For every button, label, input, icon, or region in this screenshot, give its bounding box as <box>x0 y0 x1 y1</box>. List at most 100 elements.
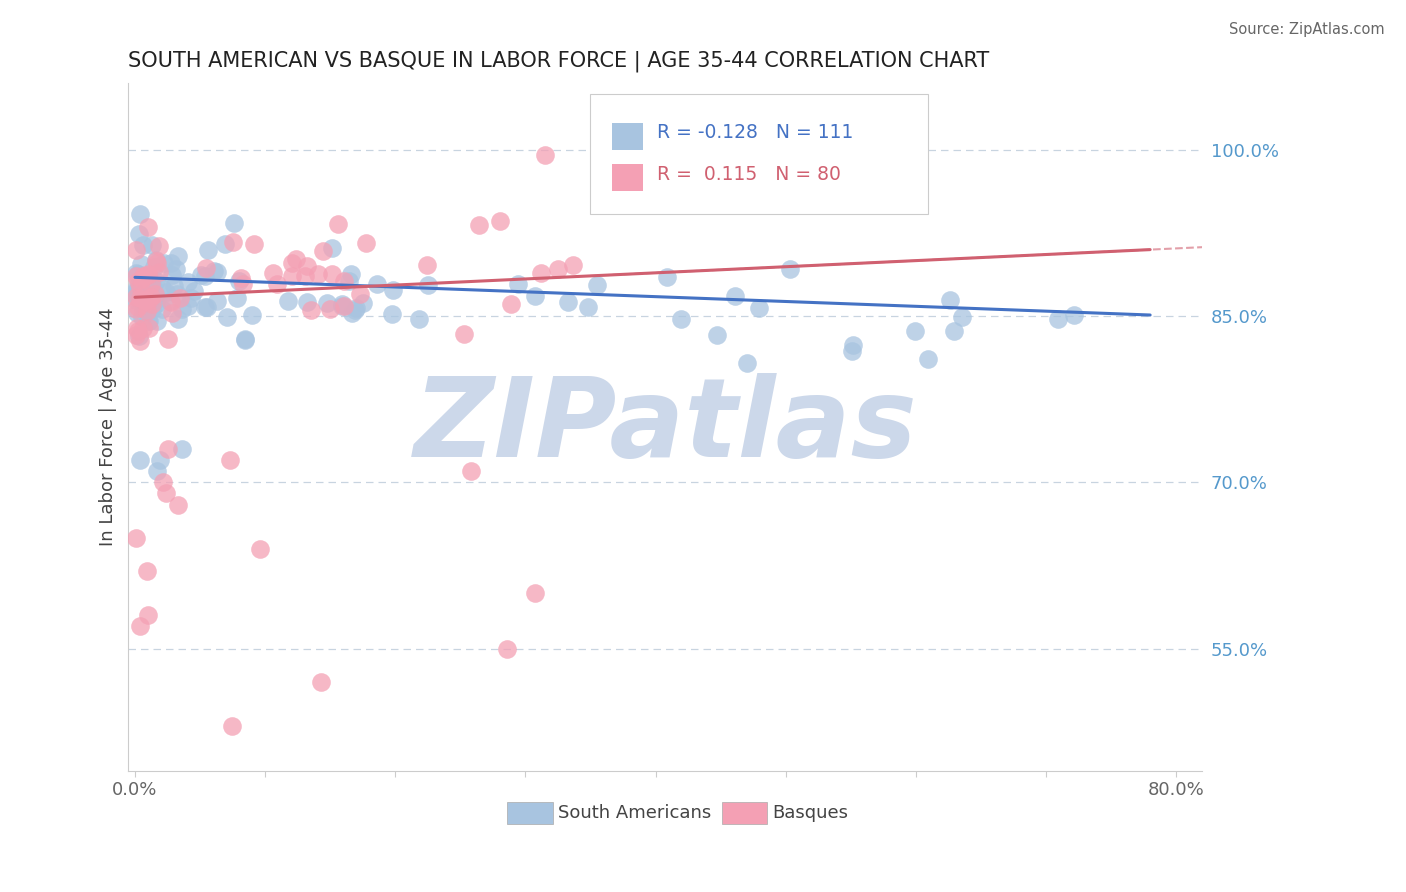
Point <box>127 282 149 296</box>
Point <box>495 641 517 656</box>
Point <box>332 299 354 313</box>
Point <box>408 312 430 326</box>
FancyBboxPatch shape <box>591 94 928 214</box>
Point <box>166 498 188 512</box>
Point <box>155 285 177 299</box>
Point <box>215 310 238 325</box>
Point <box>938 293 960 308</box>
Point <box>841 344 863 359</box>
Point <box>125 328 148 343</box>
Point <box>132 302 155 317</box>
FancyBboxPatch shape <box>612 164 643 191</box>
Point <box>177 299 200 313</box>
Point <box>706 327 728 342</box>
Point <box>262 266 284 280</box>
Point <box>132 287 155 301</box>
Point <box>135 271 157 285</box>
Point <box>326 217 349 231</box>
Point <box>146 464 169 478</box>
Point <box>381 307 404 321</box>
Point <box>249 541 271 556</box>
Point <box>281 256 304 270</box>
Point <box>917 352 939 367</box>
Point <box>125 293 148 307</box>
Point <box>170 301 193 316</box>
Point <box>141 301 163 316</box>
Point <box>529 266 551 280</box>
Point <box>284 252 307 266</box>
Point <box>366 277 388 291</box>
Point <box>125 290 148 304</box>
Point <box>138 278 160 293</box>
Point <box>128 207 150 221</box>
Point <box>125 301 148 316</box>
Point <box>125 531 148 545</box>
Point <box>453 327 475 342</box>
Point <box>167 311 190 326</box>
Point <box>226 291 249 305</box>
Point <box>138 321 160 335</box>
Point <box>166 286 188 301</box>
Point <box>228 273 250 287</box>
FancyBboxPatch shape <box>612 123 643 150</box>
Point <box>138 314 160 328</box>
Point <box>344 301 367 316</box>
Point <box>156 442 179 457</box>
Point <box>142 260 165 274</box>
Point <box>340 267 363 281</box>
Point <box>340 306 363 320</box>
Point <box>150 280 173 294</box>
Point <box>950 310 973 325</box>
Point <box>202 264 225 278</box>
Point <box>125 306 148 320</box>
Point <box>842 338 865 352</box>
Point <box>125 285 148 299</box>
Point <box>136 564 159 578</box>
Point <box>141 297 163 311</box>
Point <box>779 262 801 277</box>
Point <box>315 296 337 310</box>
Point <box>460 464 482 478</box>
Point <box>165 262 187 277</box>
Point <box>129 334 152 349</box>
Point <box>354 236 377 251</box>
Point <box>669 311 692 326</box>
Point <box>129 291 152 305</box>
Point <box>748 301 770 315</box>
Point <box>128 292 150 306</box>
Point <box>146 256 169 270</box>
Point <box>197 243 219 257</box>
Point <box>160 256 183 270</box>
Text: ZIPatlas: ZIPatlas <box>413 374 917 481</box>
Point <box>152 475 174 490</box>
Point <box>232 277 254 292</box>
Point <box>134 293 156 308</box>
Point <box>153 256 176 270</box>
Point <box>330 296 353 310</box>
Point <box>194 300 217 314</box>
Point <box>299 303 322 318</box>
Point <box>132 268 155 283</box>
Point <box>534 148 557 162</box>
Point <box>128 267 150 281</box>
Point <box>1063 308 1085 322</box>
Point <box>143 287 166 301</box>
Point <box>131 271 153 285</box>
Point <box>295 295 318 310</box>
Point <box>141 277 163 292</box>
Point <box>214 237 236 252</box>
Point <box>128 282 150 296</box>
Point <box>135 304 157 318</box>
Point <box>128 453 150 467</box>
FancyBboxPatch shape <box>508 802 553 823</box>
Point <box>145 292 167 306</box>
Point <box>524 586 547 600</box>
Point <box>523 289 546 303</box>
Point <box>125 269 148 284</box>
Text: South Americans: South Americans <box>558 804 711 822</box>
Point <box>136 220 159 235</box>
Point <box>125 243 148 257</box>
Y-axis label: In Labor Force | Age 35-44: In Labor Force | Age 35-44 <box>100 308 117 546</box>
Point <box>132 283 155 297</box>
Point <box>219 453 242 467</box>
